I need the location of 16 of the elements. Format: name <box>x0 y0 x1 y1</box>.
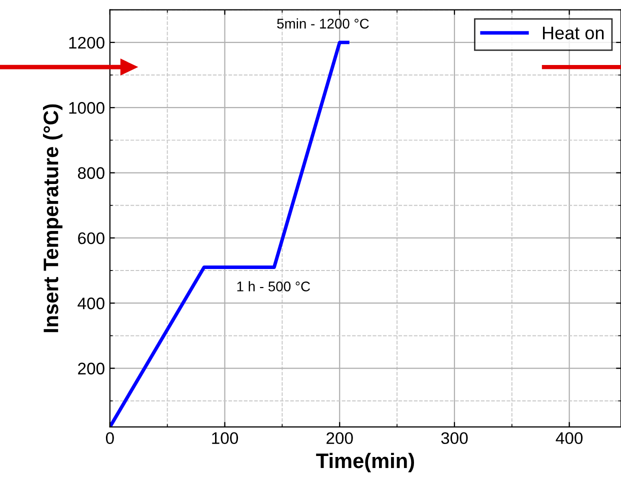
x-tick-label: 400 <box>556 432 583 444</box>
y-tick-label: 800 <box>78 167 104 179</box>
y-tick-label: 1200 <box>69 36 104 49</box>
annotation: 5min - 1200 °C <box>277 18 369 29</box>
annotation: 1 h - 500 °C <box>237 281 310 292</box>
legend-label: Heat on <box>542 26 604 40</box>
x-tick-label: 0 <box>106 432 114 444</box>
x-tick-label: 200 <box>326 432 353 444</box>
y-axis-title: Insert Temperature (°C) <box>43 104 62 332</box>
y-tick-label: 1000 <box>69 102 104 114</box>
x-tick-label: 300 <box>441 432 468 444</box>
x-axis-title: Time(min) <box>316 452 414 472</box>
y-tick-label: 200 <box>78 362 104 374</box>
y-tick-label: 400 <box>78 298 104 310</box>
x-tick-label: 100 <box>212 432 238 444</box>
y-tick-label: 600 <box>78 232 104 244</box>
